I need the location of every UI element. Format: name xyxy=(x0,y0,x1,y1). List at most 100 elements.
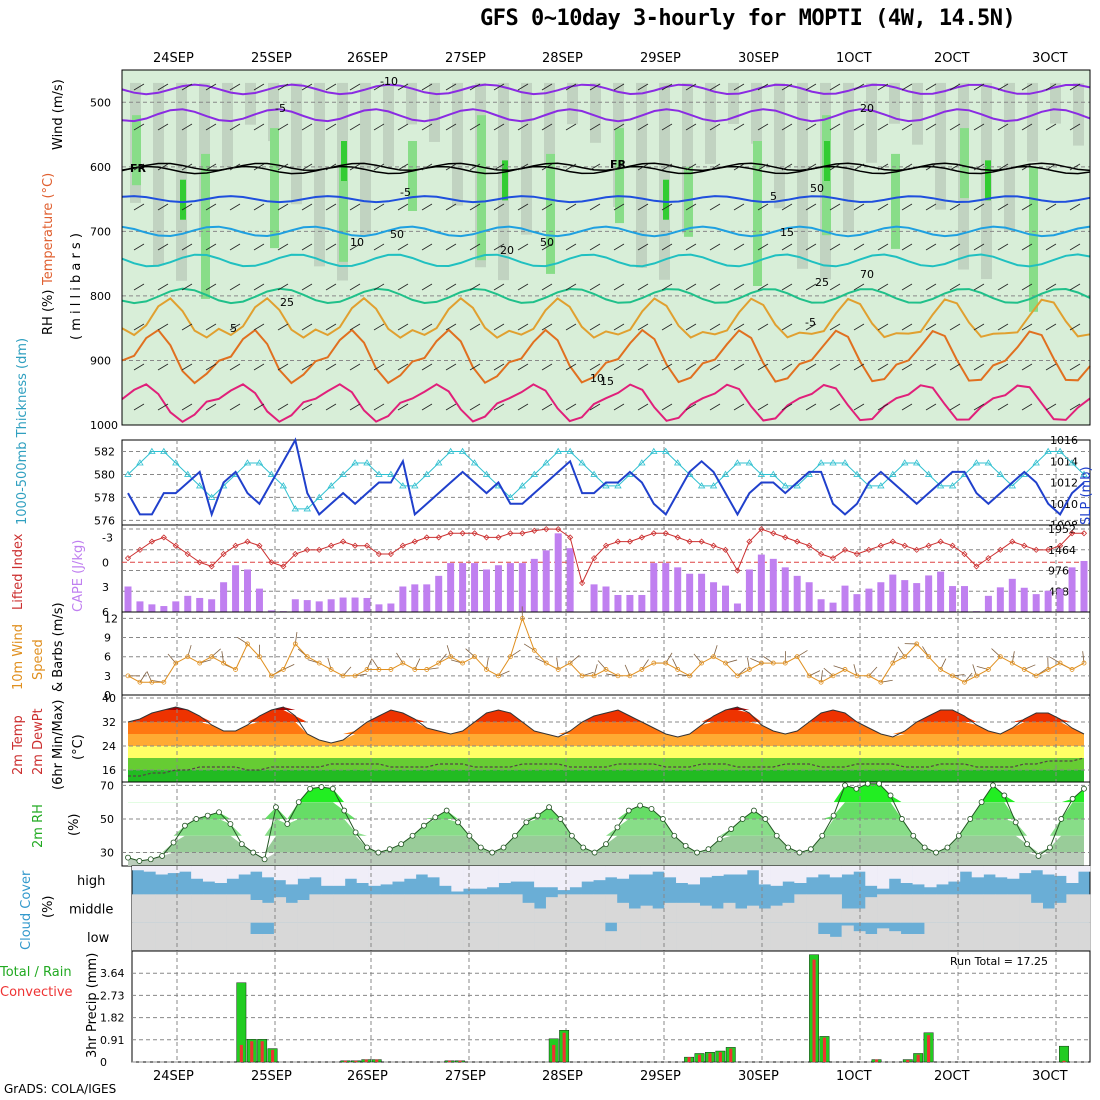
rh-point xyxy=(819,832,826,839)
wind-barb xyxy=(829,203,841,211)
wind-barb xyxy=(733,363,745,371)
wind-speed-point xyxy=(149,679,155,685)
thickness-point xyxy=(853,470,861,477)
cape-bar xyxy=(327,599,335,612)
cloud-cell xyxy=(333,894,346,923)
cloud-cell xyxy=(581,894,594,923)
pressure-tick: 700 xyxy=(90,225,111,238)
wind-barb xyxy=(421,163,433,171)
date-label-top: 30SEP xyxy=(738,51,779,66)
lifted-index-point xyxy=(997,546,1004,553)
wind-barb xyxy=(613,403,625,411)
lifted-index-point xyxy=(626,538,633,545)
lifted-index-point xyxy=(961,550,968,558)
rh-point xyxy=(990,782,996,789)
cloud-cell xyxy=(699,905,712,923)
wind-barb xyxy=(853,403,865,411)
wind-barb xyxy=(877,283,889,291)
run-total: Run Total = 17.25 xyxy=(950,955,1048,968)
cloud-cell xyxy=(995,894,1008,923)
wind-barb xyxy=(733,403,745,411)
wind-barb xyxy=(901,363,913,371)
slp-tick: 1016 xyxy=(1050,434,1078,447)
cape-bar xyxy=(530,558,538,612)
lifted-index-point xyxy=(387,550,394,558)
wind-barb xyxy=(685,323,697,331)
cape-bar xyxy=(303,600,311,612)
rh-point xyxy=(170,839,177,846)
lifted-index-point xyxy=(351,542,359,549)
cloud-cell xyxy=(971,922,984,951)
rh-point xyxy=(1035,853,1042,859)
footer-credit: GrADS: COLA/IGES xyxy=(4,1082,117,1096)
cape-bar xyxy=(614,594,622,612)
thickness-point xyxy=(399,482,407,489)
cloud-cell xyxy=(747,905,760,923)
wind-barb xyxy=(157,283,169,291)
wind-barb xyxy=(661,403,673,411)
wind-speed-point xyxy=(962,679,967,685)
cloud-cell xyxy=(179,866,192,872)
wind-barb xyxy=(637,123,649,131)
wind-barb xyxy=(349,83,361,91)
cloud-cell xyxy=(510,894,523,923)
wind-barb xyxy=(181,163,193,171)
cloud-cell xyxy=(380,922,393,951)
wind-barb xyxy=(349,163,361,171)
cloud-cell xyxy=(356,922,369,951)
wind-speed-point xyxy=(280,667,286,672)
wind-speed-point xyxy=(137,679,143,685)
cape-bar xyxy=(733,603,741,612)
wind-barb xyxy=(205,363,217,371)
cape-tick: 1464 xyxy=(1048,544,1076,557)
rh-point xyxy=(796,849,803,856)
cape-bar xyxy=(375,604,383,612)
cloud-cell xyxy=(593,922,606,951)
rh-point xyxy=(364,844,370,851)
wind-barb xyxy=(493,323,505,331)
wind-barb xyxy=(901,323,913,331)
cloud-cell xyxy=(794,866,807,883)
lifted-index-point xyxy=(543,526,550,533)
lifted-index-point xyxy=(806,542,813,549)
wind-speed-point xyxy=(185,654,191,660)
wind-barb xyxy=(541,243,553,251)
lifted-index-point xyxy=(734,567,741,574)
cloud-cell xyxy=(782,902,795,923)
wind-barb xyxy=(1021,363,1033,371)
lifted-index-point xyxy=(531,527,538,534)
wind-barb xyxy=(445,163,457,171)
pressure-axis-label: ( m i l l i b a r s ) xyxy=(69,233,84,340)
cloud-cell xyxy=(735,922,748,951)
wind-barb xyxy=(133,283,145,291)
wind-barb xyxy=(661,283,673,291)
li-tick: 0 xyxy=(102,556,109,569)
cloud-cell xyxy=(1066,922,1079,951)
wind-barb xyxy=(253,163,265,171)
cloud-cell xyxy=(829,894,842,923)
wind-barb xyxy=(157,123,169,131)
wind-barb xyxy=(685,83,697,91)
rh-axis-label: RH (%) xyxy=(41,290,56,335)
wind-barb xyxy=(517,323,529,331)
thickness-point xyxy=(279,482,288,489)
wind-barb xyxy=(637,243,649,251)
wind-barb xyxy=(397,243,409,251)
cloud-cell xyxy=(806,922,819,951)
cape-bar xyxy=(626,594,634,612)
precip-convective-bar xyxy=(375,1059,379,1062)
wind-barb xyxy=(277,83,289,91)
wind-speed-point xyxy=(747,667,752,672)
cape-bar xyxy=(184,595,192,612)
wind-barb xyxy=(1021,283,1033,291)
cloud-cell xyxy=(652,922,665,951)
cloud-cell xyxy=(841,908,854,923)
cloud-cell xyxy=(924,894,937,923)
wind-barb xyxy=(565,323,577,331)
wind-barb xyxy=(229,283,241,291)
wind-speed-point xyxy=(436,660,442,666)
cape-bar xyxy=(387,603,395,612)
rh-point xyxy=(500,844,507,851)
cloud-cell xyxy=(451,866,464,892)
wind-speed-point xyxy=(735,673,740,679)
